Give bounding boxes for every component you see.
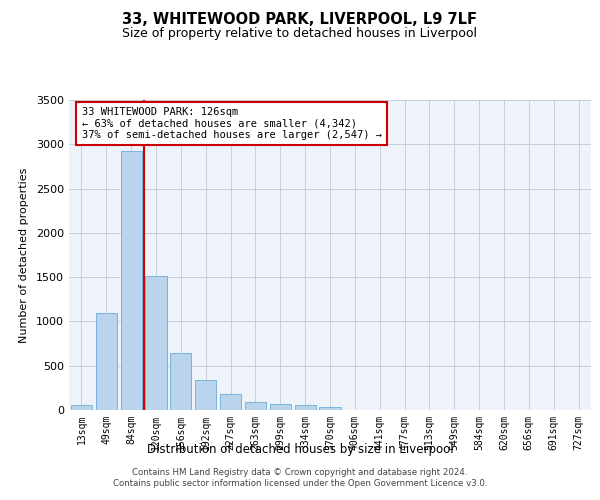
Text: Contains HM Land Registry data © Crown copyright and database right 2024.
Contai: Contains HM Land Registry data © Crown c… [113, 468, 487, 487]
Text: Size of property relative to detached houses in Liverpool: Size of property relative to detached ho… [122, 28, 478, 40]
Bar [220, 394, 241, 410]
Bar [170, 354, 191, 410]
Text: Distribution of detached houses by size in Liverpool: Distribution of detached houses by size … [146, 442, 454, 456]
Bar [195, 380, 216, 410]
Bar [121, 152, 142, 410]
Bar [71, 405, 92, 410]
Y-axis label: Number of detached properties: Number of detached properties [19, 168, 29, 342]
Bar [319, 407, 341, 410]
Bar [96, 312, 117, 410]
Bar [270, 404, 291, 410]
Text: 33 WHITEWOOD PARK: 126sqm
← 63% of detached houses are smaller (4,342)
37% of se: 33 WHITEWOOD PARK: 126sqm ← 63% of detac… [82, 107, 382, 140]
Bar [145, 276, 167, 410]
Bar [245, 402, 266, 410]
Bar [295, 405, 316, 410]
Text: 33, WHITEWOOD PARK, LIVERPOOL, L9 7LF: 33, WHITEWOOD PARK, LIVERPOOL, L9 7LF [122, 12, 478, 28]
